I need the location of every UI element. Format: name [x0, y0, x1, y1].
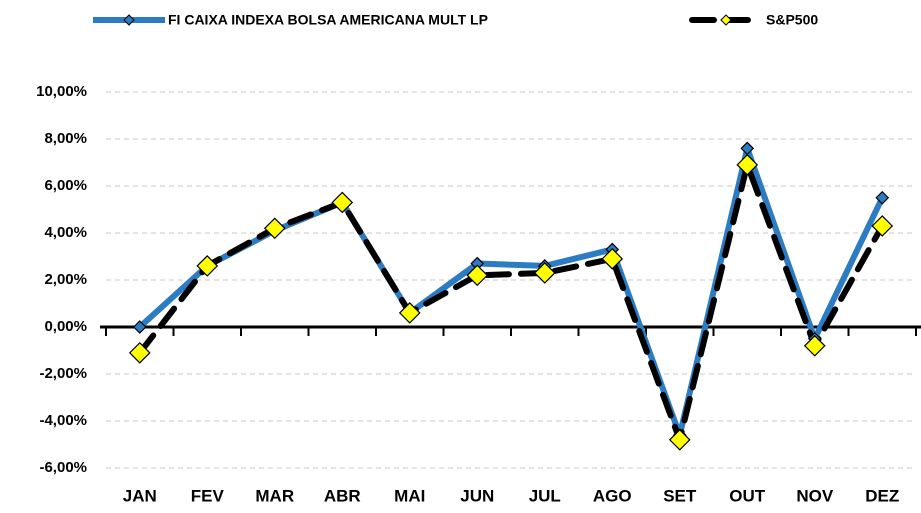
- x-tick-label: AGO: [593, 486, 632, 505]
- data-point: [803, 334, 826, 357]
- data-point: [875, 190, 890, 205]
- data-point: [466, 264, 489, 287]
- y-tick-label: 2,00%: [44, 271, 87, 288]
- y-tick-label: 6,00%: [44, 177, 87, 194]
- x-tick-label: OUT: [729, 486, 766, 505]
- y-tick-label: -2,00%: [39, 365, 87, 382]
- x-tick-label: SET: [663, 486, 697, 505]
- x-tick-label: JUL: [529, 486, 561, 505]
- x-tick-label: MAI: [394, 486, 425, 505]
- data-point: [398, 302, 421, 324]
- legend-marker: [720, 14, 732, 26]
- y-tick-label: -4,00%: [39, 412, 87, 429]
- data-point: [128, 342, 151, 364]
- x-tick-label: FEV: [191, 486, 225, 505]
- data-point: [601, 248, 624, 270]
- data-point: [533, 262, 556, 284]
- data-point: [668, 428, 691, 451]
- data-point: [331, 191, 354, 214]
- x-tick-label: JUN: [460, 486, 494, 505]
- x-tick-label: MAR: [255, 486, 294, 505]
- x-tick-label: ABR: [324, 486, 361, 505]
- series-line: [136, 161, 886, 443]
- x-tick-label: JAN: [123, 486, 157, 505]
- data-point: [871, 215, 894, 237]
- data-point: [132, 320, 147, 334]
- legend-label: S&P500: [766, 12, 818, 28]
- data-point: [736, 154, 759, 176]
- y-tick-label: 4,00%: [44, 224, 87, 241]
- y-tick-label: 0,00%: [44, 318, 87, 335]
- y-tick-label: 10,00%: [36, 83, 87, 100]
- y-tick-label: 8,00%: [44, 130, 87, 147]
- y-tick-label: -6,00%: [39, 459, 87, 476]
- legend-marker: [123, 14, 135, 26]
- legend-label: FI CAIXA INDEXA BOLSA AMERICANA MULT LP: [168, 12, 488, 28]
- x-tick-label: NOV: [796, 486, 834, 505]
- data-point: [263, 217, 286, 240]
- series-line: [137, 145, 885, 439]
- data-point: [196, 255, 219, 277]
- x-tick-label: DEZ: [865, 486, 899, 505]
